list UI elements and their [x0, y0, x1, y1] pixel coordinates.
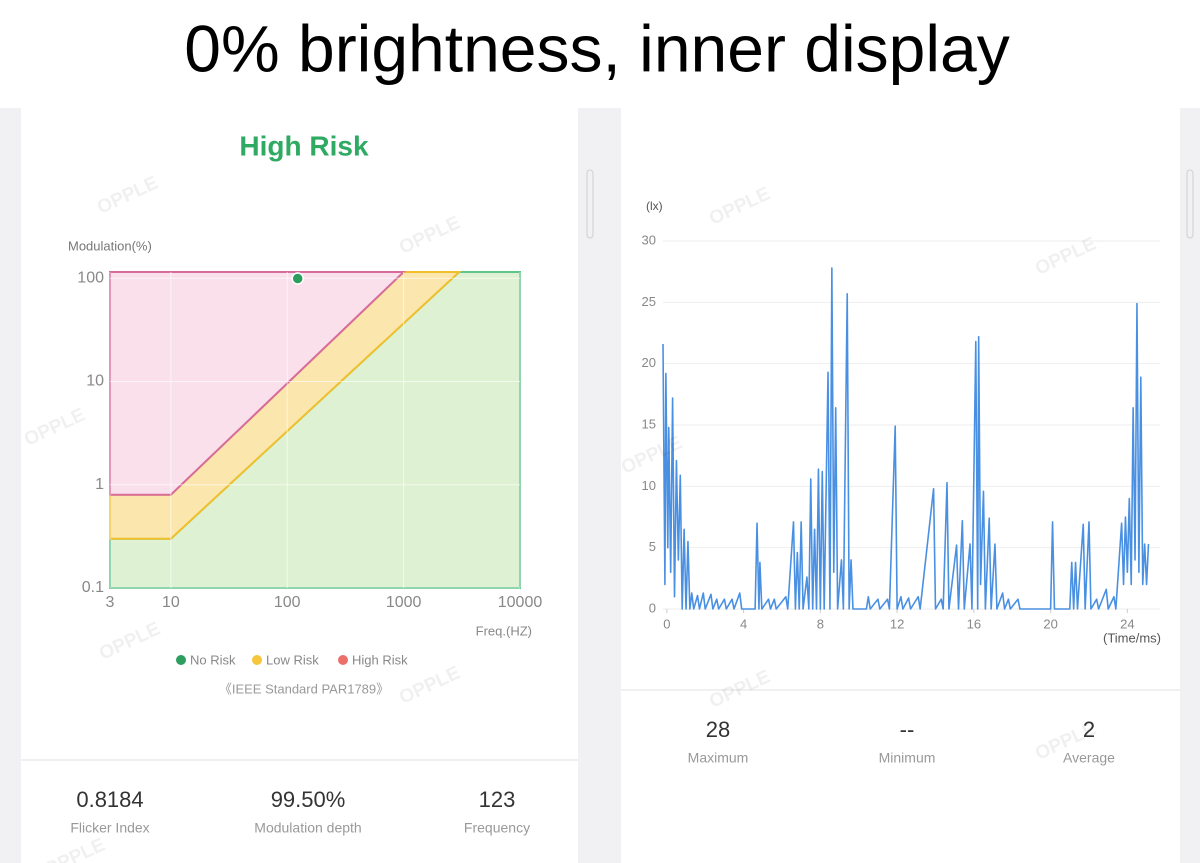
stat-value: 2 [1083, 717, 1095, 742]
y-tick-label: 100 [77, 269, 104, 286]
x-tick-label: 100 [274, 594, 301, 611]
data-line [662, 267, 1150, 610]
x-tick-label: 8 [817, 616, 824, 631]
y-tick-label: 15 [642, 416, 656, 431]
right-card [621, 108, 1180, 863]
x-tick-label: 10000 [498, 594, 543, 611]
stat-label: Modulation depth [254, 820, 361, 836]
stat-label: Minimum [879, 750, 936, 766]
y-axis-label: (lx) [646, 199, 663, 213]
legend-label: High Risk [352, 652, 408, 667]
x-tick-label: 4 [740, 616, 747, 631]
stat-value: 99.50% [271, 787, 346, 812]
x-tick-label: 12 [890, 616, 904, 631]
legend-swatch [338, 655, 348, 665]
legend-swatch [176, 655, 186, 665]
y-tick-label: 20 [642, 355, 656, 370]
y-tick-label: 25 [642, 294, 656, 309]
stat-value: 28 [706, 717, 730, 742]
footnote: 《IEEE Standard PAR1789》 [219, 681, 389, 696]
x-tick-label: 16 [967, 616, 981, 631]
stat-label: Maximum [688, 750, 749, 766]
chart-title: High Risk [239, 130, 369, 161]
stat-value: 0.8184 [76, 787, 143, 812]
stat-label: Flicker Index [70, 820, 149, 836]
scrollbar [586, 169, 594, 239]
y-tick-label: 0 [649, 600, 656, 615]
y-tick-label: 0.1 [82, 579, 104, 596]
scrollbar [1186, 169, 1194, 239]
legend-swatch [252, 655, 262, 665]
x-tick-label: 10 [162, 594, 180, 611]
y-axis-label: Modulation(%) [68, 238, 152, 253]
stat-label: Frequency [464, 820, 530, 836]
y-tick-label: 10 [86, 373, 104, 390]
x-axis-label: Freq.(HZ) [476, 623, 532, 638]
x-axis-label: (Time/ms) [1103, 630, 1161, 645]
legend-label: Low Risk [266, 652, 319, 667]
y-tick-label: 1 [95, 476, 104, 493]
stat-value: -- [900, 717, 915, 742]
y-tick-label: 5 [649, 539, 656, 554]
x-tick-label: 24 [1120, 616, 1134, 631]
x-tick-label: 20 [1043, 616, 1057, 631]
stat-value: 123 [479, 787, 516, 812]
x-tick-label: 3 [106, 594, 115, 611]
page-title: 0% brightness, inner display [184, 11, 1009, 85]
legend-label: No Risk [190, 652, 236, 667]
y-tick-label: 10 [642, 478, 656, 493]
y-tick-label: 30 [642, 232, 656, 247]
stat-label: Average [1063, 750, 1115, 766]
x-tick-label: 0 [663, 616, 670, 631]
x-tick-label: 1000 [386, 594, 422, 611]
measurement-point [291, 272, 304, 285]
